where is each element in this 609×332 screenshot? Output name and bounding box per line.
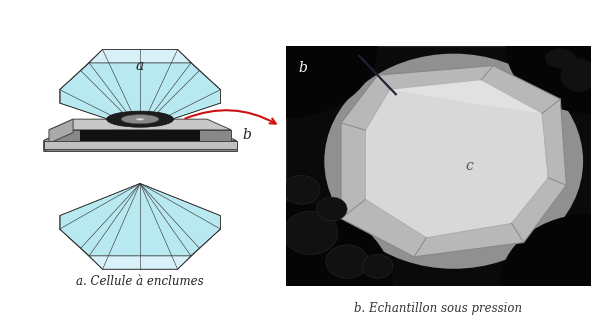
Polygon shape bbox=[80, 130, 200, 141]
Polygon shape bbox=[49, 119, 73, 143]
Ellipse shape bbox=[283, 211, 338, 254]
Text: b. Echantillon sous pression: b. Echantillon sous pression bbox=[354, 302, 523, 315]
Ellipse shape bbox=[317, 197, 347, 221]
Polygon shape bbox=[390, 80, 542, 114]
Polygon shape bbox=[49, 130, 231, 143]
Polygon shape bbox=[365, 80, 548, 238]
Ellipse shape bbox=[107, 111, 174, 127]
Ellipse shape bbox=[121, 115, 159, 124]
Polygon shape bbox=[44, 130, 236, 141]
Polygon shape bbox=[341, 66, 566, 257]
Polygon shape bbox=[89, 256, 191, 269]
Circle shape bbox=[195, 0, 378, 118]
Polygon shape bbox=[89, 49, 191, 63]
Text: a. Cellule à enclumes: a. Cellule à enclumes bbox=[76, 275, 204, 288]
Ellipse shape bbox=[283, 176, 320, 204]
Ellipse shape bbox=[560, 58, 597, 92]
Text: c: c bbox=[465, 159, 473, 173]
Ellipse shape bbox=[545, 49, 576, 68]
Polygon shape bbox=[44, 141, 236, 151]
Text: b: b bbox=[243, 128, 252, 142]
Polygon shape bbox=[60, 49, 220, 130]
Ellipse shape bbox=[362, 254, 393, 278]
Polygon shape bbox=[44, 130, 66, 151]
Text: a: a bbox=[136, 58, 144, 73]
Ellipse shape bbox=[97, 130, 144, 135]
Ellipse shape bbox=[324, 54, 583, 269]
Circle shape bbox=[180, 202, 393, 332]
Ellipse shape bbox=[136, 118, 144, 120]
Text: b: b bbox=[298, 61, 308, 75]
Ellipse shape bbox=[326, 245, 368, 278]
Ellipse shape bbox=[136, 130, 184, 135]
Polygon shape bbox=[49, 119, 231, 130]
Circle shape bbox=[505, 0, 609, 114]
Polygon shape bbox=[60, 184, 220, 269]
Circle shape bbox=[499, 214, 609, 332]
Polygon shape bbox=[44, 141, 236, 149]
